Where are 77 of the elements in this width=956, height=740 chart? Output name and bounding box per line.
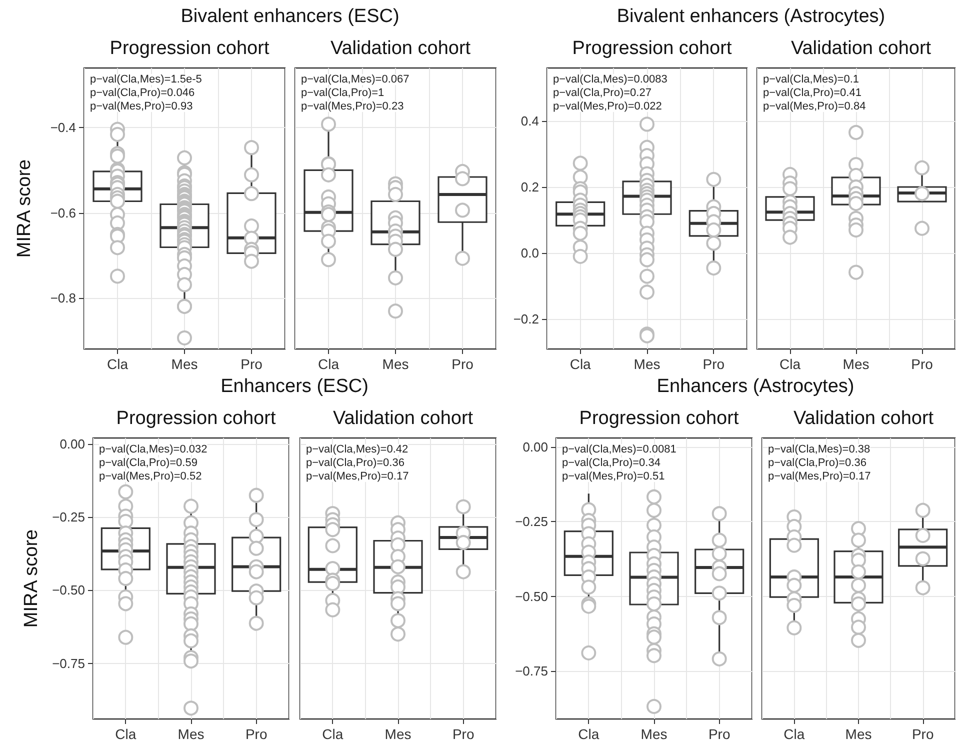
y-tick-label: −0.25 — [52, 510, 85, 525]
y-tick-label: 0.4 — [520, 113, 539, 128]
x-tick-label: Mes — [845, 726, 872, 740]
y-tick-label: 0.2 — [520, 180, 539, 195]
y-axis-title: MIRA score — [21, 529, 42, 628]
annotation: p−val(Mes,Pro)=0.17 — [306, 470, 409, 482]
annotation: p−val(Cla,Mes)=0.0081 — [562, 444, 676, 456]
x-tick-label: Cla — [322, 726, 344, 740]
x-tick-label: Mes — [384, 726, 412, 740]
chart-subtitle: Validation cohort — [790, 38, 932, 59]
annotation: p−val(Cla,Pro)=0.36 — [306, 457, 404, 469]
y-tick-label: −0.75 — [515, 664, 548, 679]
y-tick-label: −0.6 — [50, 205, 76, 220]
annotation: p−val(Cla,Mes)=0.067 — [301, 74, 410, 86]
chart-subtitle: Validation cohort — [332, 408, 474, 429]
y-tick-label: −0.50 — [515, 588, 548, 604]
annotation: p−val(Cla,Pro)=0.59 — [99, 457, 198, 469]
y-tick-label: −0.4 — [50, 120, 76, 136]
annotation: p−val(Cla,Mes)=0.0083 — [553, 74, 668, 86]
annotation: p−val(Cla,Pro)=0.41 — [763, 87, 862, 99]
annotation: p−val(Cla,Mes)=0.032 — [99, 444, 208, 456]
x-tick-label: Pro — [702, 356, 725, 372]
chart-subtitle: Validation cohort — [793, 408, 934, 429]
y-tick-label: −0.75 — [52, 656, 85, 671]
annotation: p−val(Cla,Mes)=0.38 — [768, 444, 870, 456]
x-tick-label: Mes — [178, 726, 204, 740]
chart-title: Bivalent enhancers (ESC) — [180, 6, 400, 28]
y-tick-label: 0.00 — [522, 439, 548, 454]
x-tick-label: Mes — [640, 726, 668, 740]
chart-subtitle: Progression cohort — [579, 408, 740, 429]
y-tick-label: −0.25 — [515, 514, 548, 530]
y-tick-label: 0.00 — [60, 436, 85, 452]
chart-title: Bivalent enhancers (Astrocytes) — [616, 6, 886, 28]
x-tick-label: Cla — [318, 356, 340, 372]
y-tick-label: −0.2 — [513, 312, 539, 327]
y-tick-label: −0.8 — [50, 290, 76, 306]
y-tick-label: 0.0 — [520, 246, 539, 261]
annotation: p−val(Mes,Pro)=0.17 — [768, 470, 871, 482]
annotation: p−val(Cla,Mes)=0.1 — [763, 74, 859, 86]
annotation: p−val(Mes,Pro)=0.84 — [763, 100, 866, 112]
x-tick-label: Pro — [245, 726, 268, 740]
x-tick-label: Cla — [784, 726, 805, 740]
x-tick-label: Cla — [570, 356, 592, 372]
annotation: p−val(Cla,Mes)=0.42 — [306, 444, 408, 456]
x-tick-label: Cla — [779, 356, 801, 372]
chart-title: Enhancers (Astrocytes) — [656, 376, 856, 398]
annotation: p−val(Mes,Pro)=0.93 — [90, 100, 193, 112]
chart-subtitle: Progression cohort — [572, 38, 732, 59]
chart-subtitle: Progression cohort — [116, 408, 276, 429]
y-axis-title: MIRA score — [14, 159, 35, 258]
x-tick-label: Cla — [106, 356, 128, 372]
chart-title: Enhancers (ESC) — [220, 376, 370, 398]
x-tick-label: Mes — [634, 356, 660, 372]
annotation: p−val(Cla,Pro)=0.36 — [768, 457, 866, 469]
x-tick-label: Mes — [842, 356, 870, 372]
x-tick-label: Pro — [240, 356, 263, 372]
annotation: p−val(Mes,Pro)=0.022 — [553, 100, 662, 112]
y-tick-label: −0.50 — [52, 582, 85, 598]
x-tick-label: Pro — [912, 726, 934, 740]
x-tick-label: Mes — [171, 356, 198, 372]
x-tick-label: Mes — [382, 356, 409, 372]
annotation: p−val(Mes,Pro)=0.52 — [99, 470, 202, 482]
x-tick-label: Cla — [578, 726, 600, 740]
annotation: p−val(Cla,Mes)=1.5e-5 — [90, 74, 202, 86]
chart-subtitle: Progression cohort — [110, 38, 270, 59]
chart-subtitle: Validation cohort — [330, 38, 472, 59]
annotation: p−val(Mes,Pro)=0.51 — [562, 470, 665, 482]
annotation: p−val(Mes,Pro)=0.23 — [301, 100, 404, 112]
x-tick-label: Pro — [452, 726, 474, 740]
annotation: p−val(Cla,Pro)=0.34 — [562, 457, 660, 469]
annotation: p−val(Cla,Pro)=1 — [301, 87, 384, 99]
x-tick-label: Pro — [452, 356, 474, 372]
x-tick-label: Pro — [911, 356, 934, 372]
x-tick-label: Pro — [708, 726, 730, 740]
x-tick-label: Cla — [115, 726, 136, 740]
annotation: p−val(Cla,Pro)=0.27 — [553, 87, 652, 99]
annotation: p−val(Cla,Pro)=0.046 — [90, 87, 195, 99]
